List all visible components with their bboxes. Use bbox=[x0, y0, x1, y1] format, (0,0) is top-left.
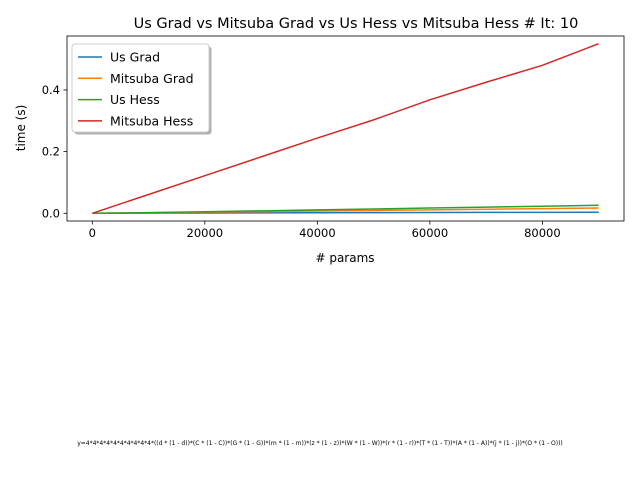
x-tick-label: 20000 bbox=[187, 226, 224, 240]
x-tick-label: 40000 bbox=[299, 226, 336, 240]
axes-frame bbox=[66, 35, 625, 222]
legend-label: Mitsuba Hess bbox=[110, 113, 193, 128]
legend: Us Grad Mitsuba Grad Us Hess Mitsuba Hess bbox=[71, 43, 212, 135]
legend-label: Mitsuba Grad bbox=[110, 71, 194, 86]
x-axis-label: # params bbox=[315, 251, 374, 265]
legend-label: Us Hess bbox=[110, 92, 160, 107]
y-axis: 0.0 0.2 0.4 bbox=[42, 83, 67, 220]
x-tick-label: 0 bbox=[89, 226, 96, 240]
x-axis: 0 20000 40000 60000 80000 bbox=[89, 221, 561, 240]
y-tick-label: 0.4 bbox=[42, 83, 60, 97]
footer-equation: y=4*4*4*4*4*4*4*4*4*4*((d * (1 - d))*(C … bbox=[77, 440, 563, 447]
y-tick-label: 0.2 bbox=[42, 145, 60, 159]
series-line-us-hess bbox=[92, 204, 599, 215]
plot-area bbox=[92, 43, 599, 215]
series-line-mitsuba-hess bbox=[92, 43, 599, 215]
y-tick-label: 0.0 bbox=[42, 206, 60, 220]
y-axis-label: time (s) bbox=[14, 105, 28, 152]
chart-title: Us Grad vs Mitsuba Grad vs Us Hess vs Mi… bbox=[134, 16, 579, 32]
x-tick-label: 60000 bbox=[412, 226, 449, 240]
x-tick-label: 80000 bbox=[524, 226, 561, 240]
legend-box bbox=[71, 43, 210, 133]
legend-label: Us Grad bbox=[110, 50, 160, 65]
